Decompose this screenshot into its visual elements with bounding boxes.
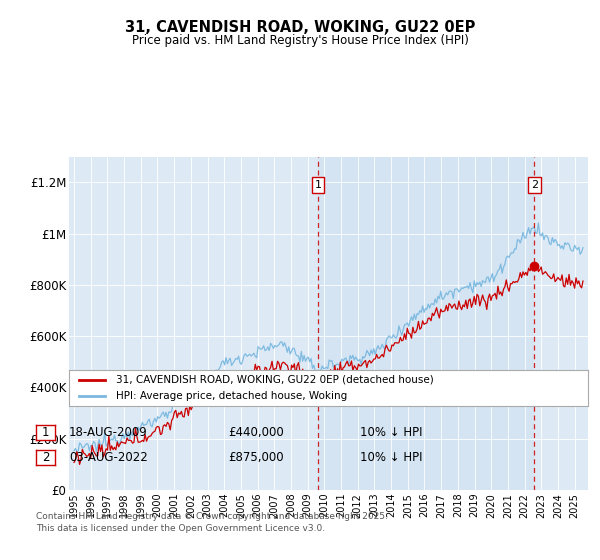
Text: 31, CAVENDISH ROAD, WOKING, GU22 0EP (detached house): 31, CAVENDISH ROAD, WOKING, GU22 0EP (de…	[116, 375, 433, 385]
Text: 03-AUG-2022: 03-AUG-2022	[69, 451, 148, 464]
Text: 1: 1	[42, 426, 49, 439]
Text: £875,000: £875,000	[228, 451, 284, 464]
Text: £440,000: £440,000	[228, 426, 284, 439]
Text: 31, CAVENDISH ROAD, WOKING, GU22 0EP: 31, CAVENDISH ROAD, WOKING, GU22 0EP	[125, 20, 475, 35]
Text: Contains HM Land Registry data © Crown copyright and database right 2025.
This d: Contains HM Land Registry data © Crown c…	[36, 512, 388, 533]
Text: 10% ↓ HPI: 10% ↓ HPI	[360, 451, 422, 464]
Text: 18-AUG-2009: 18-AUG-2009	[69, 426, 148, 439]
Text: 1: 1	[314, 180, 322, 190]
Text: 10% ↓ HPI: 10% ↓ HPI	[360, 426, 422, 439]
Text: 2: 2	[531, 180, 538, 190]
Text: Price paid vs. HM Land Registry's House Price Index (HPI): Price paid vs. HM Land Registry's House …	[131, 34, 469, 46]
Text: HPI: Average price, detached house, Woking: HPI: Average price, detached house, Woki…	[116, 391, 347, 401]
Text: 2: 2	[42, 451, 49, 464]
Bar	[318, 157, 535, 490]
